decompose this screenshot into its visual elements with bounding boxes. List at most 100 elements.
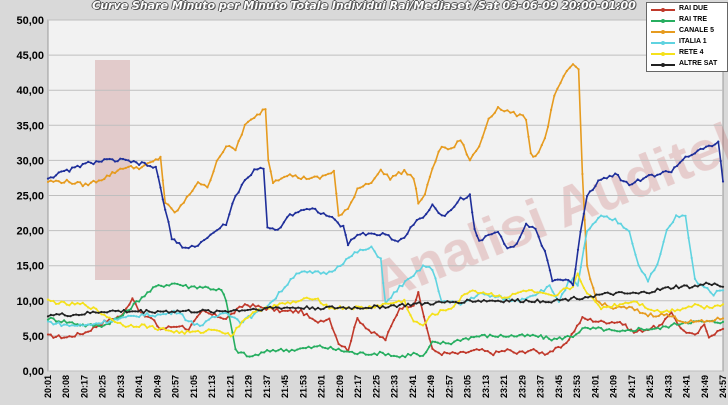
data-point [294, 174, 297, 177]
data-point [650, 291, 654, 294]
data-point [531, 333, 534, 336]
x-tick-label: 24:41 [682, 375, 692, 398]
data-point [164, 313, 167, 316]
data-point [575, 333, 578, 336]
data-point [435, 301, 438, 304]
data-point [94, 311, 97, 314]
data-point [499, 333, 502, 336]
data-point [105, 322, 108, 325]
x-tick-label: 21:37 [262, 375, 272, 398]
data-point [381, 351, 384, 354]
data-point [559, 346, 563, 349]
data-point [468, 290, 471, 293]
data-point [453, 205, 456, 208]
data-point [696, 149, 699, 152]
data-point [579, 230, 582, 233]
data-point [322, 271, 325, 274]
data-point [204, 330, 208, 333]
data-point [454, 300, 457, 304]
data-point [151, 311, 154, 314]
data-point [644, 312, 647, 315]
data-point [46, 298, 50, 301]
data-point [496, 299, 500, 302]
data-point [359, 233, 362, 236]
data-point [428, 337, 431, 340]
data-point [458, 299, 461, 303]
data-point [379, 168, 382, 171]
data-point [610, 329, 613, 332]
data-point [330, 172, 333, 175]
data-point [339, 306, 342, 309]
data-point [146, 291, 149, 294]
data-point [429, 303, 432, 306]
data-point [274, 350, 277, 353]
data-point [127, 165, 130, 168]
data-point [297, 311, 300, 314]
legend-item: RETE 4 [647, 48, 727, 59]
data-point [656, 308, 659, 312]
data-point [212, 288, 215, 291]
data-point [721, 180, 725, 183]
data-point [428, 345, 431, 348]
data-point [300, 299, 303, 302]
data-point [311, 271, 314, 275]
data-point [156, 325, 159, 328]
data-point [325, 303, 328, 306]
data-point [230, 312, 233, 315]
data-point [266, 306, 269, 309]
data-point [527, 289, 531, 292]
data-point [475, 294, 478, 297]
data-point [376, 353, 379, 357]
data-point [228, 144, 231, 148]
data-point [719, 329, 722, 332]
data-point [191, 189, 194, 192]
data-point [415, 320, 418, 323]
data-point [462, 198, 465, 201]
data-point [456, 338, 459, 341]
data-point [276, 228, 279, 231]
data-point [506, 296, 509, 299]
data-point [178, 242, 181, 245]
data-point [242, 351, 245, 354]
data-point [456, 140, 459, 143]
data-point [584, 326, 587, 329]
data-point [404, 280, 407, 283]
data-point [576, 284, 579, 287]
data-point [685, 284, 688, 287]
data-point [381, 302, 384, 306]
data-point [108, 316, 111, 319]
data-point [696, 303, 700, 306]
data-point [257, 354, 260, 357]
data-point [716, 321, 719, 324]
data-point [373, 232, 376, 235]
data-point [700, 326, 703, 329]
data-point [439, 342, 442, 345]
data-point [289, 302, 292, 305]
x-tick-label: 23:45 [554, 375, 564, 398]
data-point [260, 309, 263, 312]
data-point [370, 307, 373, 310]
data-point [537, 151, 540, 154]
data-point [108, 157, 111, 161]
data-point [707, 144, 711, 147]
data-point [705, 281, 708, 284]
data-point [586, 326, 589, 330]
data-point [254, 310, 257, 313]
data-point [46, 333, 50, 336]
data-point [100, 310, 103, 314]
data-point [418, 269, 421, 272]
data-point [409, 173, 412, 176]
data-point [275, 304, 279, 307]
data-point [635, 300, 638, 303]
data-point [481, 136, 484, 139]
data-point [311, 207, 314, 210]
data-point [213, 316, 216, 319]
data-point [512, 245, 515, 248]
data-point [143, 161, 146, 164]
data-point [368, 305, 371, 308]
data-point [529, 349, 532, 352]
data-point [450, 208, 453, 212]
data-point [207, 309, 210, 312]
data-point [246, 120, 250, 123]
data-point [392, 291, 395, 294]
